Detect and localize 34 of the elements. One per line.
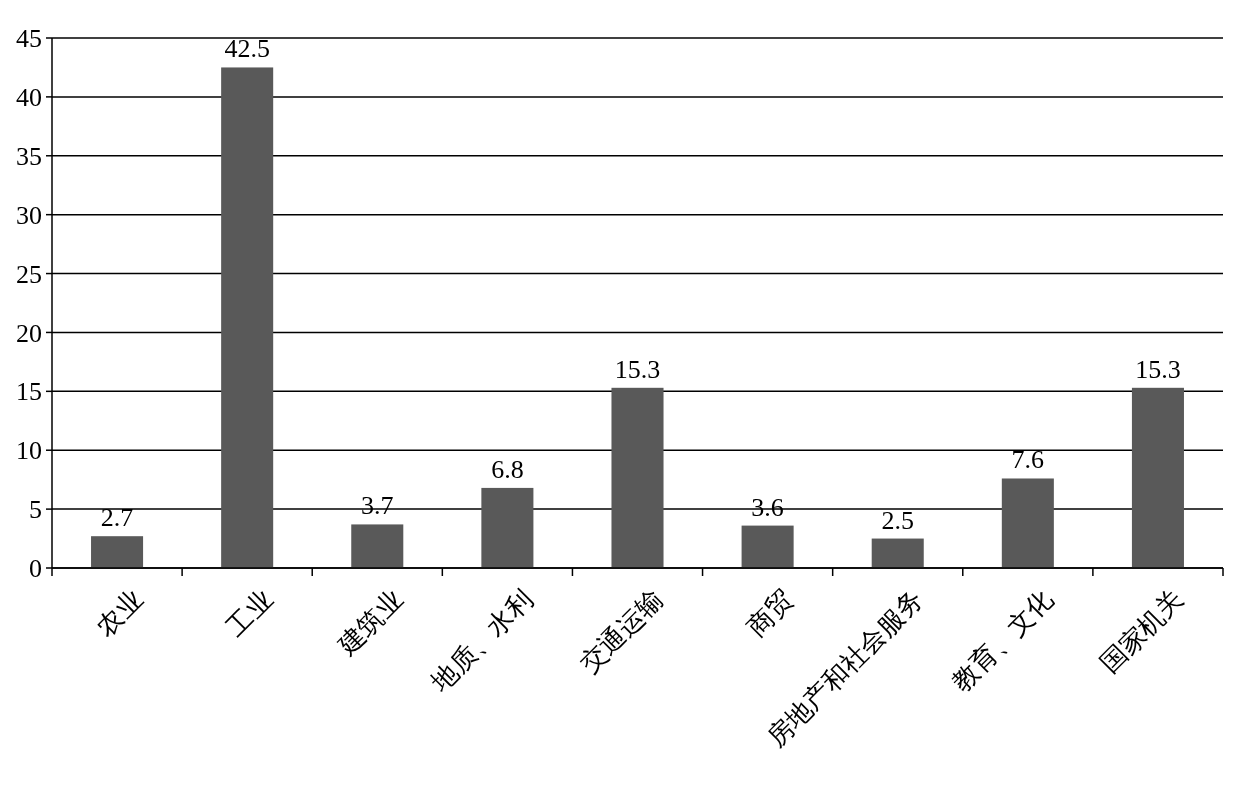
- y-tick-label: 35: [16, 141, 42, 171]
- bar: [1131, 387, 1184, 568]
- data-label: 6.8: [491, 454, 524, 484]
- bar: [741, 525, 794, 568]
- data-label: 15.3: [1135, 354, 1181, 384]
- x-tick-label: 交通运输: [574, 584, 669, 679]
- bar: [611, 387, 664, 568]
- data-label: 2.7: [100, 503, 134, 533]
- x-tick-label: 国家机关: [1095, 584, 1190, 679]
- x-tick-label: 建筑业: [332, 584, 409, 661]
- bar: [871, 538, 924, 568]
- x-tick-label: 工业: [221, 584, 279, 642]
- bar: [91, 536, 144, 568]
- bar: [481, 487, 534, 568]
- y-tick-label: 25: [16, 259, 42, 289]
- y-tick-label: 15: [16, 377, 42, 407]
- bar: [1001, 478, 1054, 568]
- x-tick-label: 农业: [90, 584, 149, 642]
- bar: [221, 67, 274, 568]
- x-tick-label: 地质、水利: [425, 584, 539, 698]
- bar: [351, 524, 404, 568]
- y-tick-label: 45: [16, 24, 42, 54]
- y-tick-label: 10: [16, 436, 42, 466]
- data-label: 7.6: [1011, 445, 1045, 475]
- y-tick-label: 30: [16, 200, 42, 230]
- data-label: 42.5: [224, 34, 270, 64]
- y-tick-label: 5: [29, 495, 42, 525]
- y-tick-label: 0: [29, 554, 42, 584]
- y-tick-label: 40: [16, 82, 42, 112]
- y-tick-label: 20: [16, 318, 42, 348]
- data-label: 2.5: [881, 505, 914, 535]
- data-label: 15.3: [614, 354, 661, 384]
- x-tick-label: 教育、文化: [946, 584, 1059, 698]
- x-tick-label: 商贸: [741, 584, 799, 642]
